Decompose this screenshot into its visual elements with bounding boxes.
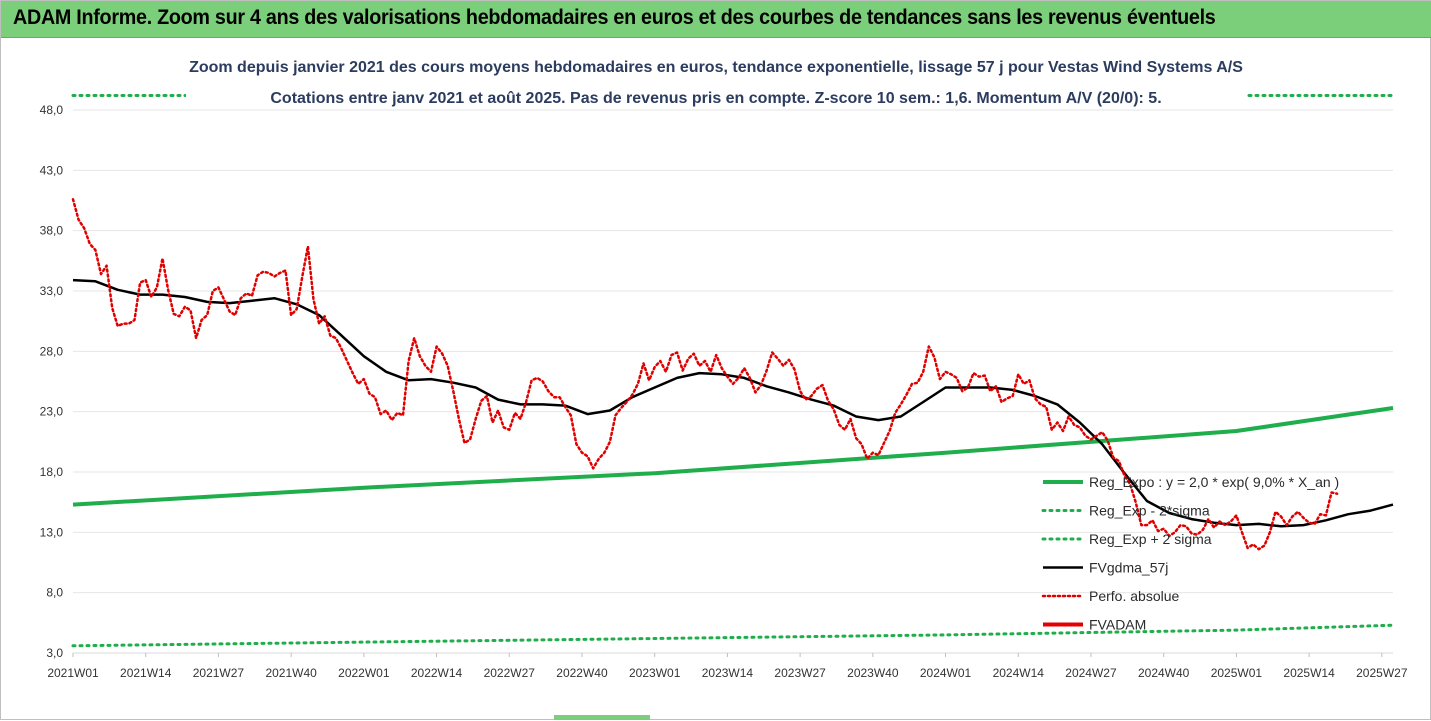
x-tick-label: 2023W27 <box>774 666 826 680</box>
chart-title-line2: Cotations entre janv 2021 et août 2025. … <box>186 90 1246 108</box>
x-tick-label: 2021W14 <box>120 666 172 680</box>
x-tick-label: 2022W27 <box>484 666 536 680</box>
y-tick-label: 13,0 <box>40 525 64 539</box>
x-tick-label: 2021W27 <box>193 666 245 680</box>
x-tick-label: 2023W01 <box>629 666 681 680</box>
x-tick-label: 2025W01 <box>1211 666 1263 680</box>
x-tick-label: 2024W01 <box>920 666 972 680</box>
chart-title-line1: Zoom depuis janvier 2021 des cours moyen… <box>186 59 1246 77</box>
x-tick-label: 2022W40 <box>556 666 608 680</box>
header-bar: ADAM Informe. Zoom sur 4 ans des valoris… <box>1 1 1431 38</box>
series-line-fvgdma-57j <box>72 278 1394 528</box>
y-tick-label: 23,0 <box>40 405 64 419</box>
x-tick-label: 2025W14 <box>1283 666 1335 680</box>
x-tick-label: 2022W14 <box>411 666 463 680</box>
x-tick-label: 2022W01 <box>338 666 390 680</box>
x-tick-label: 2023W14 <box>702 666 754 680</box>
legend-label: Perfo. absolue <box>1089 588 1179 604</box>
x-tick-label: 2025W27 <box>1356 666 1408 680</box>
y-tick-label: 43,0 <box>40 163 64 177</box>
legend-label: Reg_Exp + 2 sigma <box>1089 531 1212 547</box>
x-tick-label: 2021W40 <box>265 666 317 680</box>
legend-label: FVgdma_57j <box>1089 560 1168 576</box>
bottom-accent-bar <box>554 715 650 720</box>
x-tick-label: 2024W40 <box>1138 666 1190 680</box>
x-tick-label: 2024W27 <box>1065 666 1117 680</box>
y-tick-label: 8,0 <box>46 586 63 600</box>
y-tick-label: 28,0 <box>40 344 64 358</box>
y-tick-label: 33,0 <box>40 284 64 298</box>
y-tick-label: 3,0 <box>46 646 63 660</box>
legend-label: FVADAM <box>1089 617 1146 633</box>
y-tick-label: 38,0 <box>40 224 64 238</box>
series-line-reg-expo-y-2-0-exp-9-0-x-an <box>72 406 1394 507</box>
legend-label: Reg_Expo : y = 2,0 * exp( 9,0% * X_an ) <box>1089 474 1339 490</box>
x-tick-label: 2023W40 <box>847 666 899 680</box>
x-tick-label: 2024W14 <box>993 666 1045 680</box>
y-tick-label: 18,0 <box>40 465 64 479</box>
x-tick-label: 2021W01 <box>47 666 99 680</box>
series-line-reg-exp-2-sigma <box>71 623 1395 648</box>
legend-label: Reg_Exp - 2*sigma <box>1089 503 1210 519</box>
series-line-fvadam <box>71 198 1339 551</box>
y-tick-label: 48,0 <box>40 103 64 117</box>
report-title: ADAM Informe. Zoom sur 4 ans des valoris… <box>13 6 1216 29</box>
